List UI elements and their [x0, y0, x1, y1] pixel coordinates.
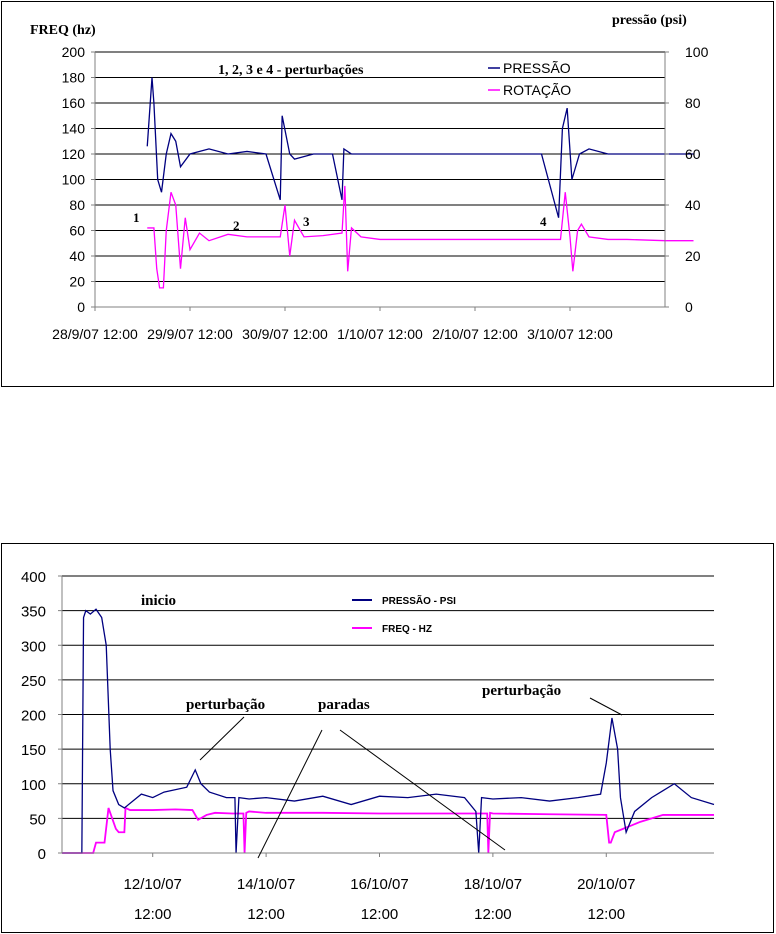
chart-1-right-tick-label: 100: [685, 44, 709, 60]
chart-1-right-axis-label: pressão (psi): [612, 13, 687, 28]
chart-1-left-tick-label: 20: [69, 274, 85, 290]
chart-2-x-tick-label-time: 12:00: [474, 906, 512, 923]
chart-2-x-tick-label-time: 12:00: [247, 906, 285, 923]
chart-2-y-tick-label: 0: [38, 846, 46, 863]
legend-label-rotacao: ROTAÇÃO: [503, 82, 571, 98]
chart-2-x-tick-label-time: 12:00: [588, 906, 626, 923]
chart-2-x-tick-label-date: 12/10/07: [124, 876, 182, 893]
chart-2-x-tick-label-date: 20/10/07: [577, 876, 635, 893]
legend-label-pressao-psi: PRESSÃO - PSI: [382, 594, 456, 607]
chart-2-pointer-paradas-b: [339, 729, 506, 851]
chart-1-left-tick-label: 180: [62, 70, 86, 86]
chart-1-legend: PRESSÃO ROTAÇÃO: [488, 60, 571, 98]
chart-1-left-tick-label: 120: [62, 146, 86, 162]
chart-1-left-tick-label: 160: [62, 95, 86, 111]
chart-2-y-tick-label: 250: [21, 673, 46, 690]
chart-2-pointer-perturbacao-1: [199, 716, 245, 761]
chart-2-series-pressao-psi: [62, 608, 715, 854]
chart-1-right-tick-label: 20: [685, 248, 701, 264]
chart-1-x-tick-label: 1/10/07 12:00: [337, 326, 423, 342]
chart-2-y-tick-label: 300: [21, 638, 46, 655]
chart-1-left-tick-label: 100: [62, 172, 86, 188]
chart-1-annotation: 1, 2, 3 e 4 - perturbações: [218, 63, 364, 78]
chart-2-frame: [1, 543, 774, 933]
chart-2-y-tick-label: 400: [21, 569, 46, 586]
chart-2-x-tick-label-time: 12:00: [361, 906, 399, 923]
chart-1-right-tick-label: 80: [685, 95, 701, 111]
chart-2-y-tick-label: 100: [21, 777, 46, 794]
chart-2-legend: PRESSÃO - PSI FREQ - HZ: [352, 594, 456, 635]
chart-1-left-tick-label: 200: [62, 44, 86, 60]
chart-1-label-1: 1: [133, 210, 140, 225]
chart-1: FREQ (hz) pressão (psi) 1, 2, 3 e 4 - pe…: [30, 13, 709, 342]
legend-label-pressao: PRESSÃO: [503, 60, 571, 76]
chart-2-y-tick-label: 350: [21, 604, 46, 621]
chart-2-x-tick-label-time: 12:00: [134, 906, 172, 923]
chart-1-label-2: 2: [233, 218, 240, 233]
chart-2-y-tick-label: 150: [21, 742, 46, 759]
chart-1-label-3: 3: [303, 214, 310, 229]
chart-2-pointer-perturbacao-2: [589, 697, 623, 716]
chart-1-x-tick-label: 30/9/07 12:00: [242, 326, 328, 342]
chart-1-left-tick-label: 140: [62, 121, 86, 137]
chart-1-x-tick-label: 28/9/07 12:00: [52, 326, 138, 342]
chart-1-series-pressao: [146, 77, 694, 218]
chart-2-y-tick-label: 50: [29, 811, 46, 828]
chart-2-y-tick-label: 200: [21, 708, 46, 725]
chart-1-series-rotacao: [147, 185, 694, 289]
chart-2-annotation-inicio: inicio: [141, 593, 176, 609]
chart-2-x-tick-label-date: 16/10/07: [350, 876, 408, 893]
chart-2-pointer-paradas-a: [257, 729, 323, 859]
chart-1-right-tick-label: 60: [685, 146, 701, 162]
chart-1-frame: [1, 1, 774, 387]
chart-2-annotation-perturbacao-1: perturbação: [186, 697, 265, 713]
chart-1-left-tick-label: 60: [69, 223, 85, 239]
chart-1-x-tick-label: 3/10/07 12:00: [527, 326, 613, 342]
chart-1-left-axis-label: FREQ (hz): [30, 23, 96, 38]
chart-1-left-tick-label: 0: [77, 299, 85, 315]
legend-label-freq-hz: FREQ - HZ: [382, 624, 432, 635]
chart-1-right-tick-label: 40: [685, 197, 701, 213]
chart-1-right-tick-label: 0: [685, 299, 693, 315]
chart-1-x-tick-label: 29/9/07 12:00: [147, 326, 233, 342]
chart-2-annotation-paradas: paradas: [318, 697, 370, 713]
chart-1-label-4: 4: [540, 214, 547, 229]
chart-1-left-tick-label: 80: [69, 197, 85, 213]
chart-2-annotation-perturbacao-2: perturbação: [482, 683, 561, 699]
chart-2-x-tick-label-date: 18/10/07: [464, 876, 522, 893]
chart-2-x-tick-label-date: 14/10/07: [237, 876, 295, 893]
chart-1-left-tick-label: 40: [69, 248, 85, 264]
chart-2-series-freq-hz: [62, 806, 714, 854]
chart-1-x-tick-label: 2/10/07 12:00: [432, 326, 518, 342]
